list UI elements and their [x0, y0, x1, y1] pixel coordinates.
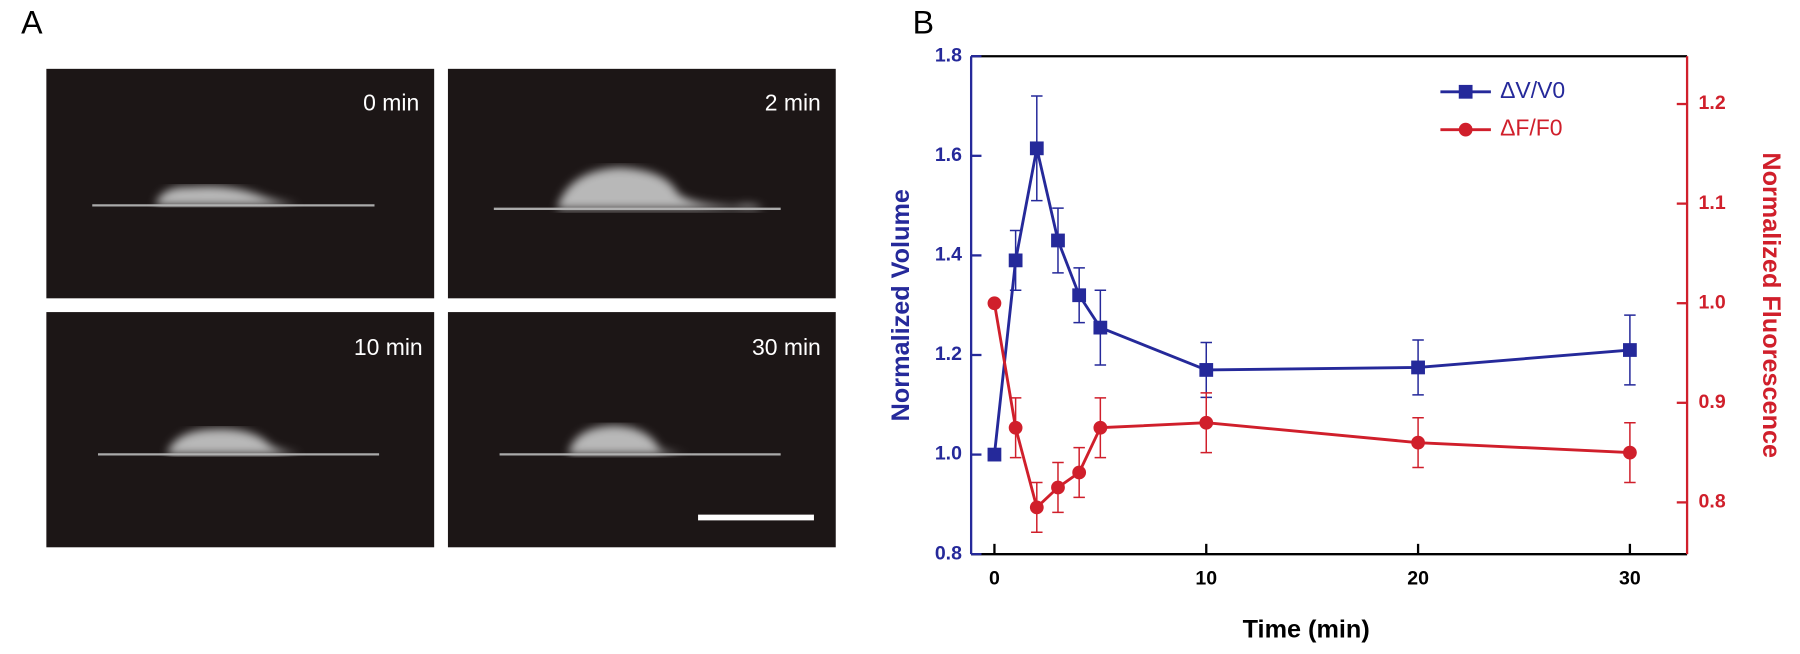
y2-axis-label: Normalized Fluorescence [1757, 152, 1785, 458]
cells [92, 167, 781, 456]
marker [1008, 420, 1023, 435]
y-axis-label: Normalized Volume [887, 189, 915, 421]
marker [1411, 360, 1425, 375]
x-axis-label: Time (min) [1243, 616, 1370, 644]
y2-tick-label: 0.8 [1699, 491, 1726, 513]
marker [987, 296, 1002, 311]
image-label: 10 min [354, 334, 423, 360]
marker [987, 447, 1002, 462]
marker [1411, 435, 1425, 450]
marker [1072, 288, 1087, 303]
marker [1008, 253, 1023, 268]
marker [1051, 480, 1065, 495]
marker [1029, 500, 1044, 515]
legend-marker [1458, 84, 1473, 99]
image-label: 0 min [363, 89, 419, 115]
x-tick-label: 20 [1407, 568, 1429, 590]
y-tick-label: 1.4 [935, 244, 962, 266]
marker [1072, 465, 1087, 480]
marker [1199, 363, 1214, 377]
image [46, 312, 435, 548]
panel-label: A [21, 5, 43, 41]
marker [1093, 420, 1108, 435]
x-tick-label: 30 [1619, 568, 1641, 590]
image-panels: 0 min 2 min 10 min 30 min [46, 68, 836, 548]
marker [1199, 415, 1214, 430]
image [46, 68, 435, 299]
y2-tick-label: 1.2 [1699, 92, 1726, 114]
y2-tick-label: 1.0 [1699, 291, 1726, 313]
marker [1051, 233, 1065, 248]
marker [1623, 343, 1637, 357]
marker [1623, 445, 1637, 460]
image-label: 30 min [752, 334, 821, 360]
y-tick-label: 1.0 [935, 443, 962, 465]
marker [1029, 141, 1044, 156]
y-tick-label: 1.8 [935, 44, 962, 66]
y-tick-label: 0.8 [935, 542, 962, 564]
y-tick-label: 1.2 [935, 343, 962, 365]
y-tick-label: 1.6 [935, 144, 962, 166]
image [447, 312, 836, 548]
legend-label: ΔV/V0 [1500, 77, 1565, 103]
x-tick-label: 0 [989, 568, 1000, 590]
y2-tick-label: 1.1 [1699, 192, 1726, 214]
series-line [993, 302, 1630, 511]
marker [1093, 320, 1108, 335]
legend-label: ΔF/F0 [1500, 115, 1562, 141]
panel-label: B [913, 5, 934, 41]
y2-tick-label: 0.9 [1699, 391, 1726, 413]
image-label: 2 min [765, 89, 821, 115]
x-tick-label: 10 [1195, 568, 1217, 590]
legend-marker [1458, 122, 1473, 137]
series-line [993, 148, 1631, 455]
